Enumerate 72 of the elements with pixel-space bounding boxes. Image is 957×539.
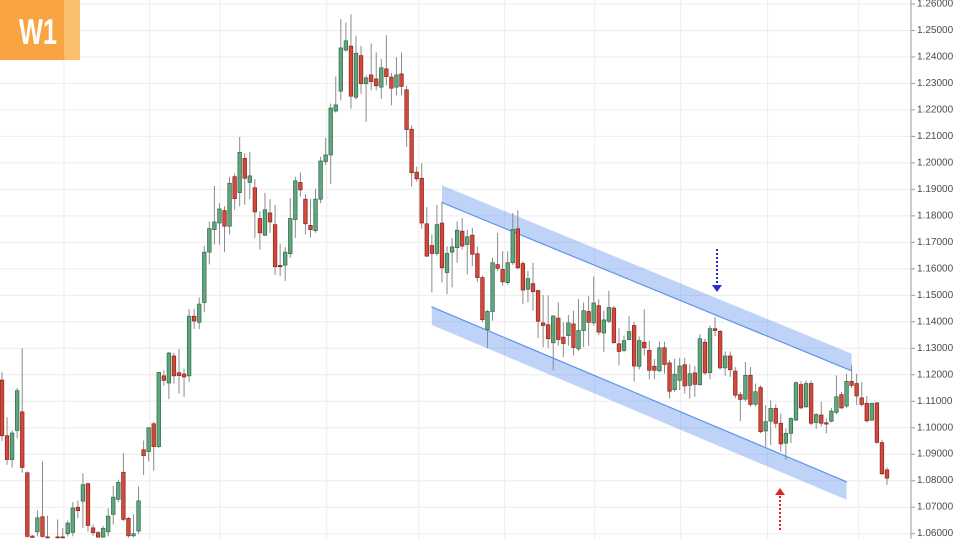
y-tick-label: 1.06000 xyxy=(917,528,954,539)
y-tick-label: 1.11000 xyxy=(917,396,953,407)
y-tick-label: 1.12000 xyxy=(917,369,954,380)
y-tick-label: 1.25000 xyxy=(917,24,954,36)
y-tick-label: 1.16000 xyxy=(917,263,954,274)
candlestick xyxy=(814,412,818,430)
y-tick-label: 1.21000 xyxy=(917,130,954,142)
candlestick xyxy=(364,74,368,122)
y-tick-label: 1.17000 xyxy=(917,236,954,248)
candlestick xyxy=(688,364,692,400)
candlestick xyxy=(298,172,303,198)
y-tick-label: 1.18000 xyxy=(917,210,954,222)
candlestick xyxy=(162,370,166,386)
candlestick xyxy=(222,206,227,253)
candlestick xyxy=(444,246,450,295)
y-tick-label: 1.10000 xyxy=(917,422,954,434)
candlestick xyxy=(622,335,626,353)
candlestick xyxy=(146,426,151,462)
candlestick xyxy=(394,56,399,96)
candlestick xyxy=(566,314,571,346)
candlestick xyxy=(839,392,844,410)
y-tick-label: 1.08000 xyxy=(917,475,954,486)
candlestick xyxy=(768,400,773,446)
candlestick xyxy=(870,402,874,422)
candlestick xyxy=(258,210,262,250)
y-tick-label: 1.19000 xyxy=(917,184,954,195)
y-tick-label: 1.14000 xyxy=(917,316,954,328)
candlestick xyxy=(76,500,80,518)
candlestick xyxy=(248,151,252,200)
y-tick-label: 1.07000 xyxy=(917,502,954,513)
candlestick xyxy=(242,152,247,206)
candlestick xyxy=(152,421,156,472)
candlestick xyxy=(268,198,272,234)
y-tick-label: 1.24000 xyxy=(917,51,954,62)
candlestick xyxy=(723,350,728,376)
candlestick xyxy=(743,362,748,402)
y-tick-label: 1.09000 xyxy=(917,448,954,460)
candlestick xyxy=(682,357,687,394)
candlestick xyxy=(308,198,313,238)
y-tick-label: 1.23000 xyxy=(917,78,954,89)
candlestick xyxy=(141,440,146,476)
candlestick xyxy=(232,172,237,210)
candlestick xyxy=(465,229,470,275)
candlestick xyxy=(526,270,530,303)
y-tick-label: 1.20000 xyxy=(917,157,954,168)
candlestick xyxy=(80,472,86,528)
candlestick xyxy=(642,308,646,356)
candlestick xyxy=(692,366,697,398)
candlestick xyxy=(192,308,196,330)
candlestick xyxy=(657,341,662,373)
candlestick xyxy=(399,52,404,96)
candlestick xyxy=(753,383,758,408)
chart-title: W1 xyxy=(19,11,73,52)
candlestick xyxy=(626,315,632,341)
candlestick xyxy=(804,380,808,408)
candlestick xyxy=(379,58,384,100)
candlestick xyxy=(500,250,505,286)
candlestick xyxy=(586,295,591,346)
candlestick xyxy=(571,310,576,356)
y-tick-label: 1.13000 xyxy=(917,342,954,354)
candlestick xyxy=(616,328,622,366)
candlestick xyxy=(197,296,202,330)
candlestick xyxy=(35,510,40,537)
candlestick xyxy=(798,380,804,410)
candlestick xyxy=(592,276,596,326)
y-tick-label: 1.22000 xyxy=(917,104,954,116)
candlestick xyxy=(712,316,718,337)
candlestick xyxy=(40,460,45,538)
y-tick-label: 1.15000 xyxy=(917,290,954,301)
candlestick xyxy=(460,217,464,250)
candlestick xyxy=(763,404,768,448)
candlestick xyxy=(728,350,732,378)
